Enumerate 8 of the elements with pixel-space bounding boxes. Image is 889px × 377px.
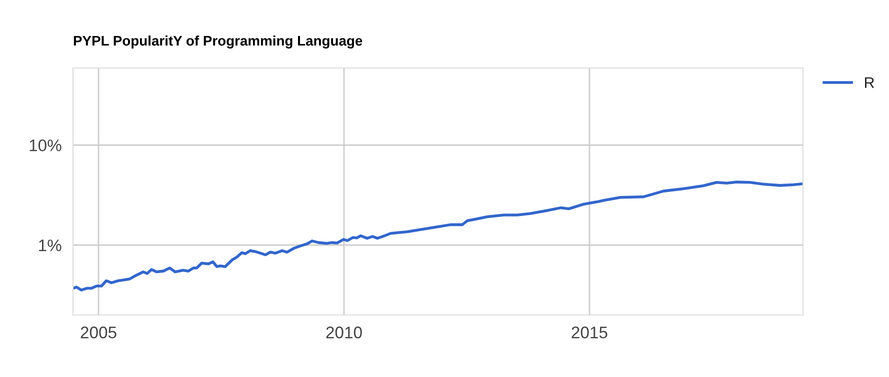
x-tick-label: 2005	[80, 326, 116, 338]
y-tick-label: 10%	[30, 139, 62, 152]
chart-title: PYPL PopularitY of Programming Language	[74, 35, 362, 49]
x-tick-label: 2010	[326, 326, 362, 338]
line-series	[73, 180, 803, 292]
y-tick-label: 1%	[39, 240, 62, 252]
x-tick-label: 2015	[572, 326, 608, 338]
legend-label: R	[865, 77, 874, 88]
